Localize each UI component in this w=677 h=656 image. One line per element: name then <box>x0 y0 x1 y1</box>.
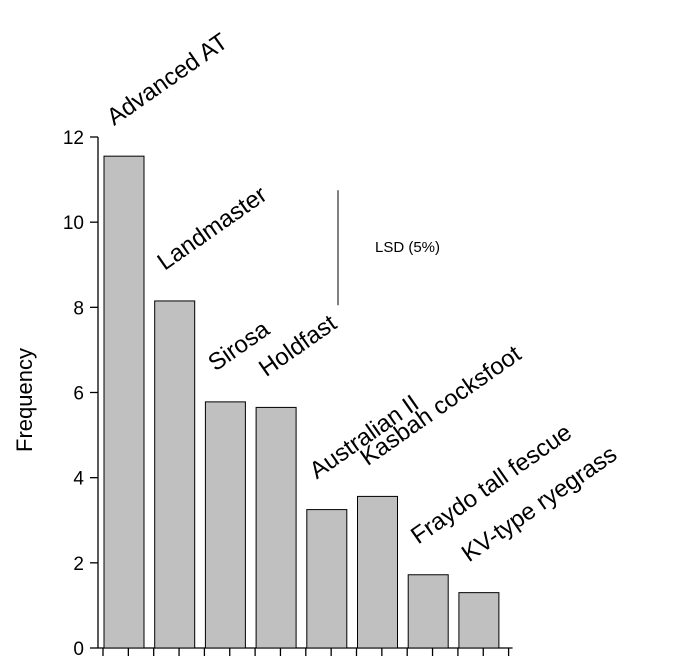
lsd-label: LSD (5%) <box>375 239 440 256</box>
y-tick-label: 12 <box>63 128 84 149</box>
category-label: Holdfast <box>254 310 342 383</box>
y-tick-label: 10 <box>63 213 84 234</box>
category-label: Kasbah cocksfoot <box>355 340 526 471</box>
y-tick-label: 0 <box>73 639 84 656</box>
lsd-annotation: LSD (5%) <box>337 190 440 306</box>
bar <box>306 509 348 649</box>
bar <box>255 406 297 649</box>
bars <box>103 155 500 649</box>
y-axis-label: Frequency <box>12 348 37 452</box>
bar <box>204 401 246 649</box>
bar <box>407 574 449 649</box>
bar <box>357 495 398 649</box>
y-tick-label: 6 <box>73 384 84 405</box>
y-tick-label: 8 <box>73 298 84 319</box>
bar <box>103 155 145 649</box>
axes: 0 2 4 6 8 10 12 <box>63 128 513 656</box>
y-tick-label: 2 <box>73 554 84 575</box>
category-label: Advanced AT <box>102 28 233 131</box>
bar <box>154 300 196 649</box>
category-label: Landmaster <box>153 181 272 276</box>
bar <box>458 592 500 649</box>
y-tick-label: 4 <box>73 469 84 490</box>
